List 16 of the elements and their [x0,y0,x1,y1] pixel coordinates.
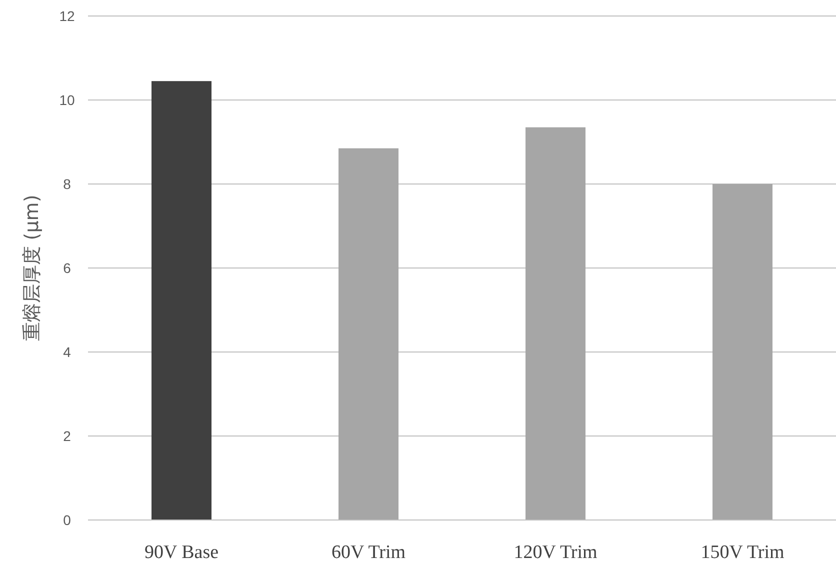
y-axis-title: 重熔层厚度 (μm) [21,194,43,342]
x-tick-label: 60V Trim [331,542,406,563]
bar [152,81,212,520]
y-tick-label: 12 [59,8,75,24]
x-tick-label: 150V Trim [700,542,785,563]
y-tick-label: 10 [59,92,75,108]
y-tick-label: 8 [63,176,72,192]
y-tick-label: 6 [63,260,72,276]
bar [338,148,398,520]
y-tick-label: 4 [63,344,72,360]
y-tick-label: 2 [63,428,72,444]
y-tick-label: 0 [63,512,72,528]
x-tick-label: 90V Base [144,542,219,563]
x-tick-label: 120V Trim [514,542,598,563]
bar [526,127,586,520]
bar [712,184,772,520]
